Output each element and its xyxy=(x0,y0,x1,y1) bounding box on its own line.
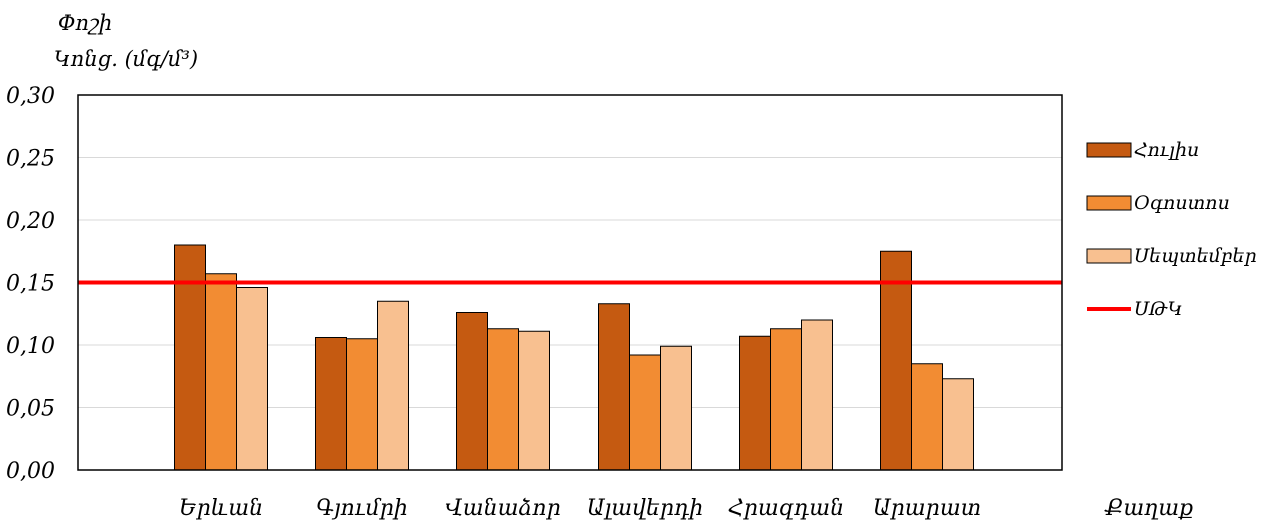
bar xyxy=(660,345,692,471)
y-tick-label: 0,20 xyxy=(6,209,55,234)
y-tick-label: 0,00 xyxy=(6,459,55,484)
bar xyxy=(174,244,206,471)
x-category-labels: Երևան Գյումրի Վանաձոր Ալավերդի Հրազդան Արարատ xyxy=(179,496,981,521)
y-axis-title-line-1: Փոշի xyxy=(58,11,112,35)
bar xyxy=(315,337,347,471)
plot-area-border xyxy=(77,94,1063,471)
legend-swatch xyxy=(1086,195,1132,211)
bars-group xyxy=(174,244,974,471)
x-category-label: Հրազդան xyxy=(728,496,844,521)
y-axis-title-line-2: Կոնց. (մգ/մ³) xyxy=(54,47,198,71)
legend-swatch xyxy=(1086,248,1132,264)
y-tick-label: 0,30 xyxy=(6,84,55,109)
bar xyxy=(598,303,630,471)
legend-swatch xyxy=(1086,142,1132,158)
x-category-label: Երևան xyxy=(179,496,263,521)
bar xyxy=(942,378,974,471)
legend-label: Հուլիս xyxy=(1134,139,1199,161)
bar xyxy=(911,363,943,471)
y-tick-label: 0,10 xyxy=(6,334,55,359)
bar xyxy=(346,338,378,471)
bar xyxy=(518,330,550,471)
x-axis-title: Քաղաք xyxy=(1104,496,1193,521)
legend: Հուլիս Օգոստոս Սեպտեմբեր ՍԹԿ xyxy=(1086,139,1257,320)
bar xyxy=(377,300,409,471)
bar xyxy=(801,319,833,471)
x-category-label: Գյումրի xyxy=(316,496,408,521)
bar xyxy=(205,273,237,471)
legend-label: Սեպտեմբեր xyxy=(1134,245,1257,267)
x-category-label: Ալավերդի xyxy=(587,496,704,521)
bar xyxy=(880,250,912,471)
bar xyxy=(456,312,488,471)
bar xyxy=(487,328,519,471)
legend-label: Օգոստոս xyxy=(1134,192,1230,214)
y-tick-label: 0,25 xyxy=(6,147,55,172)
x-category-label: Վանաձոր xyxy=(445,496,561,521)
x-category-label: Արարատ xyxy=(873,496,981,521)
bar xyxy=(236,287,268,471)
y-tick-label: 0,15 xyxy=(6,272,55,297)
legend-label: ՍԹԿ xyxy=(1134,298,1183,320)
bar xyxy=(629,354,661,471)
y-tick-labels: 0,00 0,05 0,10 0,15 0,20 0,25 0,30 xyxy=(6,84,55,484)
bar xyxy=(739,335,771,471)
bar xyxy=(770,328,802,471)
y-tick-label: 0,05 xyxy=(6,397,55,422)
